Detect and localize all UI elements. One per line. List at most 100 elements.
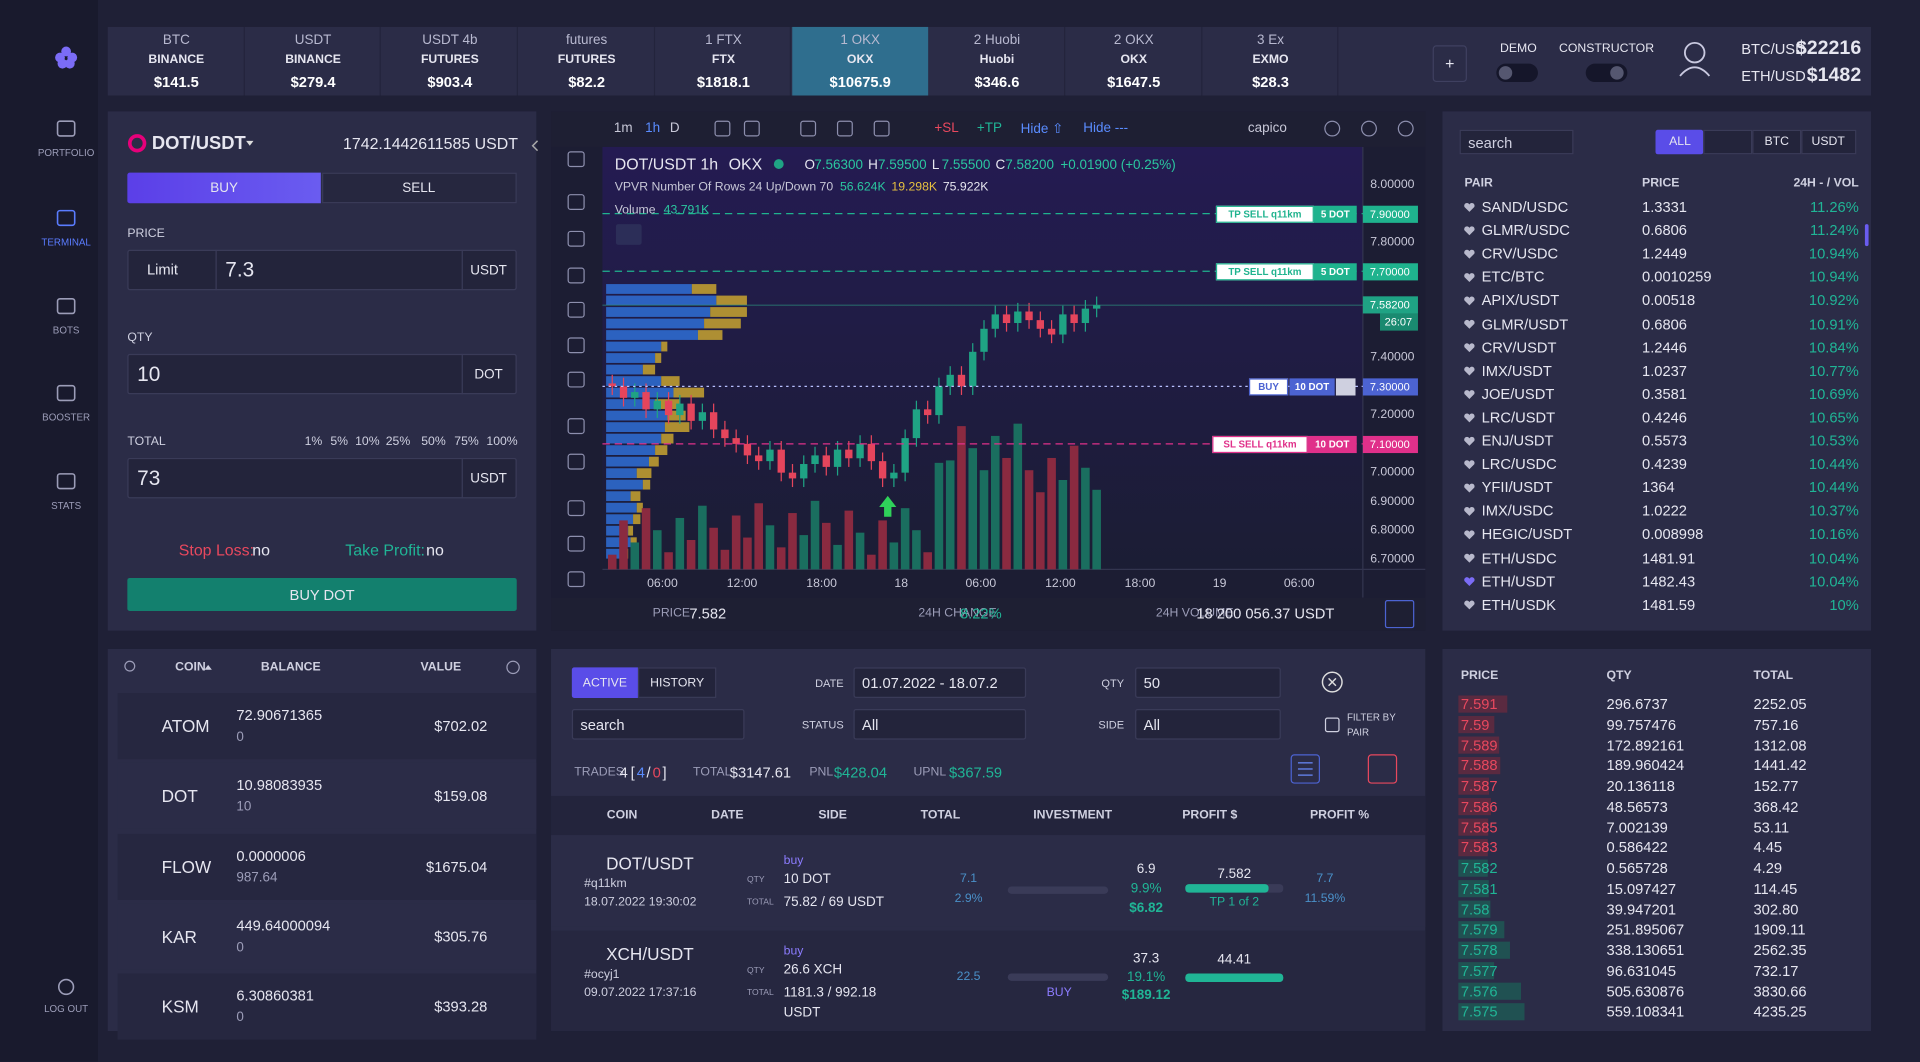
market-pair[interactable]: SAND/USDC xyxy=(1481,198,1569,216)
filter-field[interactable] xyxy=(1135,708,1281,740)
pair-selector[interactable]: DOT/USDT xyxy=(151,132,246,154)
input-value[interactable]: 10 xyxy=(137,362,161,386)
dollar-button[interactable] xyxy=(1367,754,1398,784)
input-box[interactable] xyxy=(127,353,517,395)
indicator-button[interactable] xyxy=(1384,600,1415,629)
filter-checkbox[interactable] xyxy=(1324,717,1340,733)
trades-tab[interactable]: HISTORY xyxy=(650,676,705,691)
market-pair[interactable]: GLMR/USDT xyxy=(1481,315,1569,333)
exchange-tab-active[interactable] xyxy=(791,26,929,96)
percent-option[interactable]: 1% xyxy=(304,435,323,449)
tab-all[interactable] xyxy=(1655,129,1704,155)
filter-field[interactable] xyxy=(571,708,745,740)
column-header: 24H - / VOL xyxy=(1793,176,1859,191)
market-pair[interactable]: APIX/USDT xyxy=(1481,291,1560,310)
calendar-button[interactable] xyxy=(997,672,1021,694)
filter-value[interactable]: All xyxy=(1143,716,1161,734)
interval[interactable]: 1h xyxy=(645,121,661,136)
percent-option[interactable]: 10% xyxy=(355,435,380,449)
market-pair[interactable]: YFII/USDT xyxy=(1481,479,1553,497)
market-pair[interactable]: ETH/USDT xyxy=(1481,572,1556,590)
market-search[interactable] xyxy=(1459,129,1574,155)
filter-value[interactable]: 01.07.2022 - 18.07.2 xyxy=(862,674,998,692)
input-value[interactable]: 7.3 xyxy=(225,258,255,282)
tab-fav[interactable] xyxy=(1703,129,1753,155)
market-change: 11.26% xyxy=(1810,198,1859,216)
submit-button[interactable] xyxy=(127,577,517,612)
market-pair[interactable]: LRC/USDC xyxy=(1481,455,1557,473)
market-pair[interactable]: LRC/USDT xyxy=(1481,408,1556,426)
market-pair[interactable]: ETH/USDK xyxy=(1481,595,1556,614)
chart-tool[interactable]: Hide ⇧ xyxy=(1020,121,1064,137)
chart-tool[interactable]: Hide --- xyxy=(1083,121,1129,136)
market-pair[interactable]: CRV/USDC xyxy=(1481,245,1559,263)
market-pair[interactable]: HEGIC/USDT xyxy=(1481,525,1573,543)
tab-usdt[interactable] xyxy=(1801,129,1857,155)
interval[interactable]: D xyxy=(669,121,680,136)
market-pair[interactable]: GLMR/USDC xyxy=(1481,221,1570,239)
exchange-tab[interactable] xyxy=(1065,26,1202,96)
collapse-legend[interactable] xyxy=(615,224,642,245)
chart-account[interactable]: capico xyxy=(1247,121,1287,136)
add-button[interactable] xyxy=(1432,45,1467,83)
input-value[interactable]: 73 xyxy=(137,466,161,490)
interval[interactable]: 1m xyxy=(613,121,633,136)
buy-tab-label[interactable]: BUY xyxy=(210,181,238,196)
filter-field[interactable] xyxy=(1135,667,1281,698)
last-price: 7.58200 xyxy=(1369,299,1410,312)
percent-option[interactable]: 25% xyxy=(385,435,411,449)
input-box[interactable] xyxy=(127,249,517,291)
filter-field[interactable] xyxy=(853,667,1027,698)
column-header[interactable]: COIN xyxy=(175,660,206,675)
exchange-tab[interactable] xyxy=(928,26,1066,96)
order-type[interactable]: Limit xyxy=(146,260,178,278)
filter-field[interactable] xyxy=(853,708,1027,740)
sell-tab-label[interactable]: SELL xyxy=(402,181,436,196)
trades-tab[interactable]: ACTIVE xyxy=(582,676,628,691)
filter-value[interactable]: search xyxy=(580,716,625,734)
exchange-tab[interactable] xyxy=(108,26,245,96)
market-pair[interactable]: IMX/USDC xyxy=(1481,502,1554,520)
nav-item[interactable]: BOOSTER xyxy=(42,412,91,424)
stop-loss[interactable]: Stop Loss: xyxy=(178,540,255,559)
market-pair[interactable]: IMX/USDT xyxy=(1481,362,1552,380)
exchange-tab[interactable] xyxy=(381,26,519,96)
market-pair[interactable]: ENJ/USDT xyxy=(1481,432,1554,450)
list-button[interactable] xyxy=(1290,754,1321,784)
input-box[interactable] xyxy=(127,457,517,499)
market-pair[interactable]: ETC/BTC xyxy=(1481,268,1545,286)
submit-label[interactable]: BUY DOT xyxy=(289,586,355,604)
add-exchange[interactable]: + xyxy=(1445,54,1455,73)
market-pair[interactable]: JOE/USDT xyxy=(1481,385,1555,403)
tab-active[interactable] xyxy=(571,667,638,698)
nav-item[interactable]: STATS xyxy=(51,500,82,512)
market-tab[interactable]: USDT xyxy=(1811,135,1845,149)
sell-tab[interactable] xyxy=(322,172,517,204)
chart-tool[interactable]: +TP xyxy=(976,121,1002,136)
exchange-tab[interactable] xyxy=(1202,26,1339,96)
nav-item[interactable]: PORTFOLIO xyxy=(37,147,95,159)
percent-option[interactable]: 50% xyxy=(421,435,446,449)
tab-history[interactable] xyxy=(637,667,717,698)
percent-option[interactable]: 100% xyxy=(486,435,518,449)
filter-value[interactable]: All xyxy=(862,716,879,734)
nav-item[interactable]: BOTS xyxy=(52,325,80,337)
market-tab[interactable]: ALL xyxy=(1669,135,1691,149)
percent-option[interactable]: 75% xyxy=(454,435,479,449)
filter-value[interactable]: 50 xyxy=(1143,674,1161,692)
chart-tool[interactable]: +SL xyxy=(934,121,959,136)
market-pair[interactable]: ETH/USDC xyxy=(1481,549,1557,567)
exchange-tab[interactable] xyxy=(655,26,792,96)
percent-option[interactable]: 5% xyxy=(330,435,349,449)
take-profit[interactable]: Take Profit: xyxy=(345,540,425,559)
nav-item[interactable]: TERMINAL xyxy=(41,236,91,248)
market-pair[interactable]: CRV/USDT xyxy=(1481,338,1557,356)
trade-tp: 7.7 xyxy=(1316,872,1334,886)
nav-logout[interactable]: LOG OUT xyxy=(44,1003,89,1015)
exchange-tab[interactable] xyxy=(245,26,382,96)
buy-tab[interactable] xyxy=(127,172,321,204)
column-header[interactable]: DATE xyxy=(711,808,744,823)
market-tab[interactable]: BTC xyxy=(1764,135,1789,149)
exchange-tab[interactable] xyxy=(518,26,655,96)
tab-btc[interactable] xyxy=(1752,129,1802,155)
